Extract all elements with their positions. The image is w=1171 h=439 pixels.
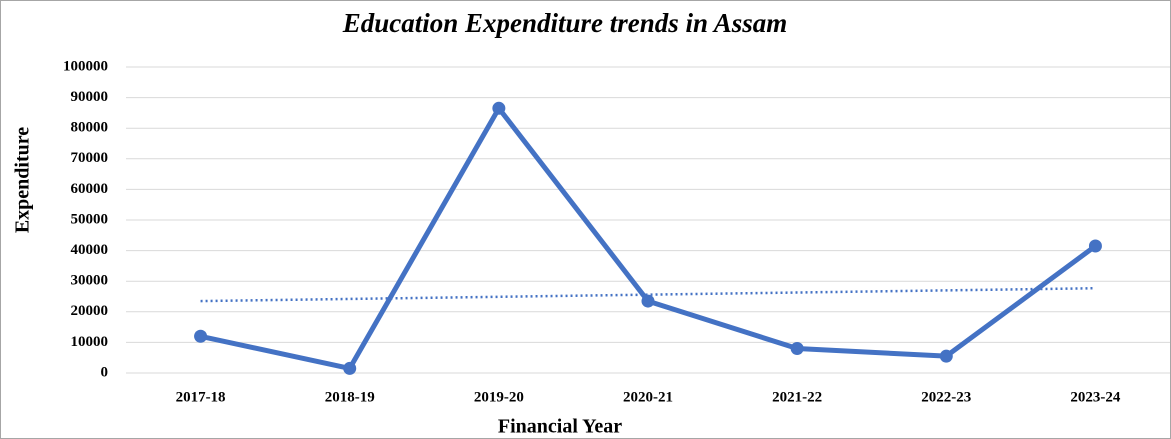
- x-tick-label: 2023-24: [1070, 389, 1120, 405]
- chart-title: Education Expenditure trends in Assam: [342, 8, 788, 38]
- y-tick-label: 0: [101, 364, 109, 380]
- data-point: [641, 294, 655, 308]
- x-axis-label: Financial Year: [498, 416, 622, 438]
- data-point: [343, 361, 357, 375]
- data-point: [790, 342, 804, 356]
- y-tick-label: 80000: [71, 120, 109, 136]
- data-point: [492, 101, 506, 115]
- y-tick-label: 70000: [71, 150, 109, 166]
- y-tick-label: 100000: [63, 58, 108, 74]
- y-axis-label: Expenditure: [12, 127, 34, 233]
- trendline: [200, 286, 1096, 303]
- y-tick-label: 30000: [71, 273, 109, 289]
- y-tick-label: 20000: [71, 303, 109, 319]
- x-tick-label: 2022-23: [921, 389, 971, 405]
- y-tick-label: 90000: [71, 89, 109, 105]
- x-tick-label: 2020-21: [623, 389, 673, 405]
- data-point: [1088, 239, 1102, 253]
- y-tick-label: 40000: [71, 242, 109, 258]
- x-tick-label: 2018-19: [325, 389, 375, 405]
- x-tick-label: 2021-22: [772, 389, 822, 405]
- y-tick-label: 10000: [71, 334, 109, 350]
- x-tick-label: 2017-18: [176, 389, 226, 405]
- y-tick-label: 50000: [71, 211, 109, 227]
- data-point: [194, 329, 208, 343]
- x-tick-label: 2019-20: [474, 389, 524, 405]
- data-point: [939, 349, 953, 363]
- y-tick-label: 60000: [71, 181, 109, 197]
